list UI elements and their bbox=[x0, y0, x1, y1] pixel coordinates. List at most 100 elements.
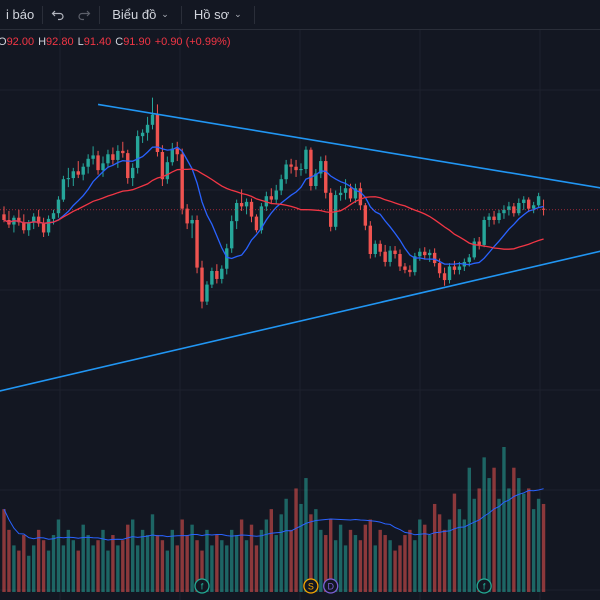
candle-body bbox=[358, 188, 363, 206]
candle-body bbox=[244, 201, 249, 207]
volume-bar bbox=[106, 550, 110, 592]
volume-bar bbox=[378, 529, 382, 592]
candle-body bbox=[269, 196, 273, 200]
toolbar-divider bbox=[99, 5, 101, 24]
volume-bar bbox=[160, 540, 165, 592]
candle-body bbox=[101, 163, 105, 171]
candle-body bbox=[517, 203, 521, 214]
candle-body bbox=[220, 268, 224, 279]
candle-body bbox=[541, 208, 546, 210]
volume-bar bbox=[531, 509, 536, 592]
candle-body bbox=[71, 171, 75, 179]
candle-body bbox=[81, 166, 85, 175]
profile-menu-label: Hồ sơ bbox=[193, 7, 230, 22]
volume-bar bbox=[527, 488, 531, 592]
redo-icon bbox=[78, 10, 91, 20]
volume-bar bbox=[195, 540, 199, 592]
candle-body bbox=[507, 206, 511, 210]
volume-bar bbox=[2, 509, 6, 592]
volume-bar bbox=[17, 550, 21, 592]
volume-bar bbox=[190, 524, 194, 592]
chart-menu-label: Biểu đồ bbox=[112, 7, 157, 22]
volume-bar bbox=[269, 509, 273, 592]
volume-bar bbox=[329, 519, 333, 592]
candle-body bbox=[477, 241, 481, 245]
candle-body bbox=[259, 206, 264, 231]
candle-body bbox=[190, 220, 194, 224]
volume-bar bbox=[338, 524, 343, 592]
candle-body bbox=[175, 148, 179, 155]
volume-bar bbox=[343, 545, 348, 592]
volume-bar bbox=[393, 550, 397, 592]
candle-body bbox=[388, 250, 392, 262]
trendline bbox=[0, 250, 600, 392]
candle-body bbox=[452, 266, 457, 270]
toolbar-divider bbox=[180, 5, 182, 24]
volume-bar bbox=[383, 535, 387, 592]
candle-body bbox=[536, 196, 541, 206]
volume-bar bbox=[477, 488, 481, 592]
candle-body bbox=[457, 266, 462, 270]
candle-body bbox=[185, 208, 189, 224]
chevron-down-icon: ⌄ bbox=[161, 9, 169, 19]
volume-bar bbox=[91, 545, 95, 592]
candle-body bbox=[239, 203, 244, 207]
volume-bar bbox=[398, 545, 402, 592]
candle-body bbox=[472, 241, 476, 258]
volume-bar bbox=[22, 535, 26, 592]
candle-body bbox=[348, 188, 353, 199]
volume-bar bbox=[289, 529, 293, 592]
volume-bar bbox=[467, 467, 471, 592]
change-value: +0.90 bbox=[154, 36, 183, 48]
redo-button[interactable] bbox=[71, 0, 97, 30]
candle-body bbox=[91, 155, 95, 159]
volume-bar bbox=[215, 535, 219, 592]
candle-body bbox=[324, 161, 328, 193]
open-value: 92.00 bbox=[6, 36, 35, 48]
volume-bar bbox=[185, 535, 189, 592]
candle-body bbox=[225, 248, 229, 269]
volume-bar bbox=[230, 529, 234, 592]
undo-icon bbox=[51, 10, 64, 20]
volume-bar bbox=[482, 457, 486, 592]
candle-body bbox=[467, 257, 471, 262]
volume-bar bbox=[135, 545, 140, 592]
candle-body bbox=[51, 213, 56, 219]
candle-body bbox=[279, 179, 283, 191]
alert-button[interactable]: i báo bbox=[0, 0, 40, 30]
volume-bar bbox=[432, 503, 437, 592]
volume-bar bbox=[388, 540, 392, 592]
volume-bar bbox=[442, 529, 447, 592]
chart-menu-button[interactable]: Biểu đồ ⌄ bbox=[102, 0, 179, 30]
open-key: O bbox=[0, 36, 7, 48]
undo-button[interactable] bbox=[45, 0, 71, 30]
event-marker-icon bbox=[194, 578, 210, 594]
volume-bar bbox=[541, 503, 546, 592]
volume-bar bbox=[205, 529, 209, 592]
volume-bar bbox=[200, 550, 204, 592]
chevron-down-icon: ⌄ bbox=[234, 9, 242, 19]
candle-body bbox=[393, 250, 397, 254]
volume-bar bbox=[249, 524, 254, 592]
candle-body bbox=[432, 252, 437, 264]
volume-bar bbox=[492, 467, 496, 592]
candle-body bbox=[413, 256, 417, 273]
candle-body bbox=[56, 199, 61, 214]
profile-menu-button[interactable]: Hồ sơ ⌄ bbox=[184, 0, 252, 30]
volume-bar bbox=[522, 493, 526, 592]
candle-body bbox=[343, 188, 348, 193]
volume-bar bbox=[12, 545, 16, 592]
volume-bar bbox=[368, 519, 372, 592]
candle-body bbox=[314, 173, 318, 186]
volume-bar bbox=[418, 519, 422, 592]
candle-body bbox=[200, 267, 204, 302]
volume-bar bbox=[274, 535, 278, 592]
candle-body bbox=[17, 217, 21, 223]
volume-bar bbox=[428, 535, 432, 592]
candle-body bbox=[254, 216, 259, 231]
volume-bar bbox=[165, 550, 170, 592]
close-key: C bbox=[115, 36, 124, 48]
event-marker-icon bbox=[476, 578, 492, 594]
